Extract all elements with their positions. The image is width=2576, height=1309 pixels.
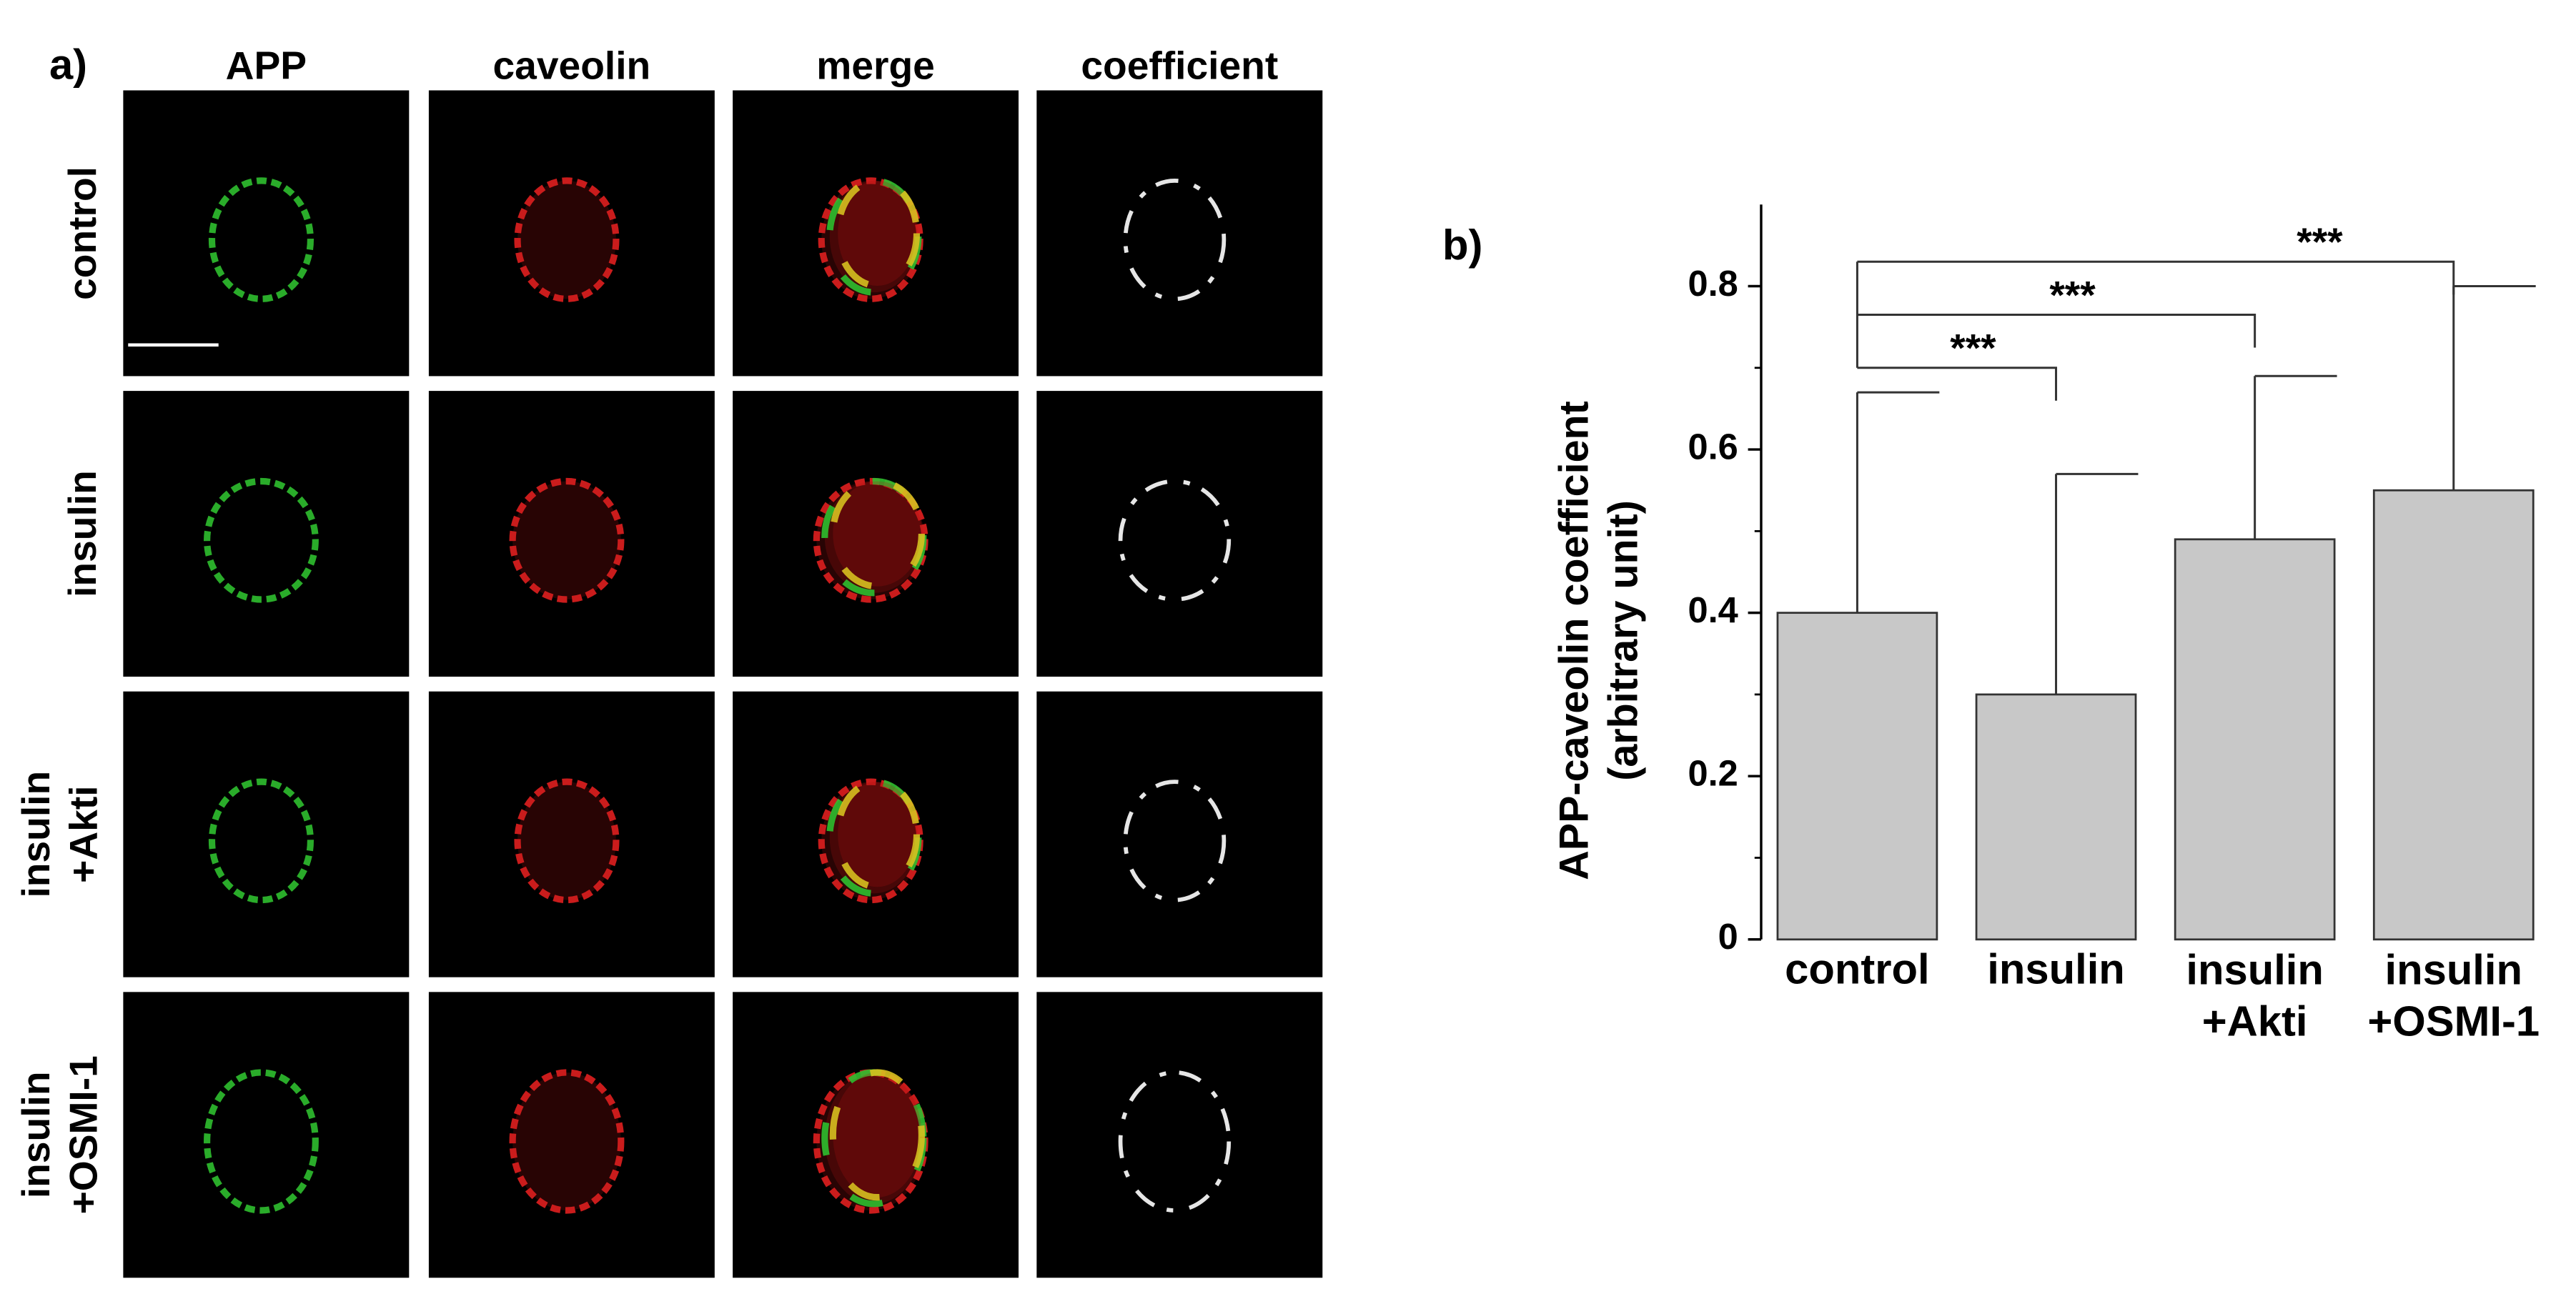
y-axis-label: APP-caveolin coefficient (arbitrary unit) xyxy=(1552,401,1647,880)
cell-outline xyxy=(1118,1070,1232,1213)
micrograph xyxy=(733,691,1019,977)
cell-outline xyxy=(208,177,314,302)
micrograph xyxy=(428,90,715,377)
bar xyxy=(1776,612,1938,941)
micrograph xyxy=(733,992,1019,1278)
micrograph xyxy=(1036,391,1323,677)
micrograph xyxy=(733,90,1019,377)
y-tick-label: 0.6 xyxy=(1688,426,1738,467)
micrograph xyxy=(428,992,715,1278)
micrograph xyxy=(123,691,410,977)
micrograph xyxy=(1036,992,1323,1278)
micrograph xyxy=(123,391,410,677)
cell-outline xyxy=(514,177,620,302)
bar xyxy=(1975,693,2137,941)
micrograph xyxy=(123,90,410,377)
cell-outline xyxy=(829,1069,926,1201)
y-tick-label: 0.2 xyxy=(1688,753,1738,794)
micrograph xyxy=(428,391,715,677)
significance-label: *** xyxy=(2049,272,2096,317)
x-tick-label: insulin xyxy=(1987,945,2125,993)
cell-outline xyxy=(1123,780,1227,902)
y-tick-label: 0 xyxy=(1718,916,1738,957)
panel-label: b) xyxy=(1442,221,1482,269)
row-label: insulin +Akti xyxy=(14,771,105,898)
cell-outline xyxy=(834,177,921,289)
significance-bracket xyxy=(1857,367,2058,401)
column-header: merge xyxy=(816,43,935,87)
significance-label: *** xyxy=(2297,219,2343,264)
cell-outline xyxy=(834,778,921,890)
column-header: coefficient xyxy=(1081,43,1278,87)
y-tick-label: 0.8 xyxy=(1688,263,1738,304)
panel-label: a) xyxy=(49,40,87,88)
bar xyxy=(2372,489,2535,941)
significance-label: *** xyxy=(1950,326,1996,370)
cell-outline xyxy=(509,477,625,603)
row-label: insulin +OSMI-1 xyxy=(14,1055,105,1214)
y-tick-label: 0.4 xyxy=(1688,589,1738,630)
micrograph xyxy=(733,391,1019,677)
micrograph xyxy=(428,691,715,977)
cell-outline xyxy=(208,778,314,904)
x-tick-label: insulin +OSMI-1 xyxy=(2367,945,2540,1045)
micrograph xyxy=(123,992,410,1278)
cell-outline xyxy=(1123,179,1227,302)
cell-outline xyxy=(204,477,319,603)
cell-outline xyxy=(509,1069,625,1214)
cell-outline xyxy=(514,778,620,904)
significance-bracket xyxy=(1857,314,2257,348)
cell-outline xyxy=(829,477,926,590)
column-header: caveolin xyxy=(493,43,651,87)
micrographs xyxy=(123,90,1323,1278)
x-tick-label: control xyxy=(1785,945,1929,993)
row-label: insulin xyxy=(60,470,104,597)
micrograph xyxy=(1036,691,1323,977)
bar xyxy=(2174,538,2336,941)
column-header: APP xyxy=(226,43,307,87)
row-label: control xyxy=(60,166,104,300)
cell-outline xyxy=(1118,479,1232,602)
significance-bracket xyxy=(1857,260,2455,295)
x-tick-label: insulin +Akti xyxy=(2186,945,2324,1045)
micrograph xyxy=(1036,90,1323,377)
cell-outline xyxy=(204,1069,319,1214)
